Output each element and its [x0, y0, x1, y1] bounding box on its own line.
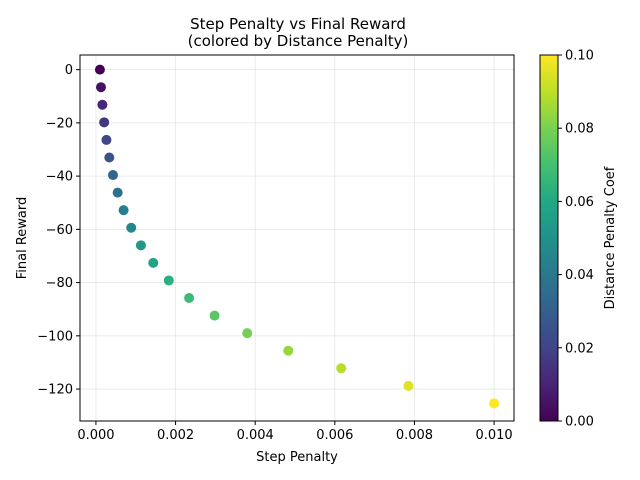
x-tick-label: 0.010 — [475, 428, 512, 443]
data-point — [489, 398, 500, 409]
data-point — [163, 275, 174, 286]
data-point — [97, 99, 108, 110]
x-axis-ticks: 0.000 0.002 0.004 0.006 0.008 0.010 — [77, 421, 513, 443]
chart-subtitle: (colored by Distance Penalty) — [188, 32, 409, 50]
colorbar-tick-label: 0.08 — [565, 122, 594, 137]
y-tick-label: −20 — [46, 116, 73, 131]
colorbar-label: Distance Penalty Coef — [603, 166, 618, 309]
data-point — [336, 363, 347, 374]
plot-frame — [79, 54, 515, 422]
colorbar-tick-label: 0.04 — [565, 268, 594, 283]
colorbar-tick-label: 0.02 — [565, 341, 594, 356]
data-point — [104, 152, 115, 163]
data-point — [135, 240, 146, 251]
colorbar-ticks: 0.00 0.02 0.04 0.06 0.08 0.10 — [558, 49, 594, 430]
y-axis-ticks: 0 −20 −40 −60 −80 −100 −120 — [37, 63, 80, 398]
x-tick-label: 0.006 — [316, 428, 353, 443]
data-point — [107, 170, 118, 181]
y-tick-label: −60 — [46, 223, 73, 238]
chart-title: Step Penalty vs Final Reward — [190, 15, 406, 33]
x-tick-label: 0.008 — [396, 428, 433, 443]
y-axis-label: Final Reward — [15, 197, 30, 280]
data-point — [126, 222, 137, 233]
colorbar-tick-label: 0.00 — [565, 415, 594, 430]
data-point — [101, 134, 112, 145]
y-tick-label: −40 — [46, 170, 73, 185]
data-point — [94, 64, 105, 75]
x-tick-label: 0.000 — [77, 428, 114, 443]
y-tick-label: 0 — [65, 63, 73, 78]
y-tick-label: −80 — [46, 276, 73, 291]
y-tick-label: −120 — [37, 383, 73, 398]
colorbar — [539, 54, 559, 422]
x-tick-label: 0.004 — [237, 428, 274, 443]
data-point — [99, 117, 110, 128]
data-point — [95, 82, 106, 93]
y-tick-label: −100 — [37, 329, 73, 344]
data-point — [118, 205, 129, 216]
data-point — [184, 293, 195, 304]
data-points — [94, 64, 500, 409]
x-tick-label: 0.002 — [157, 428, 194, 443]
x-axis-label: Step Penalty — [256, 450, 338, 465]
data-point — [112, 187, 123, 198]
data-point — [148, 257, 159, 268]
data-point — [283, 345, 294, 356]
data-point — [242, 328, 253, 339]
grid-lines — [80, 55, 514, 421]
data-point — [403, 380, 414, 391]
colorbar-tick-label: 0.10 — [565, 49, 594, 64]
data-point — [209, 310, 220, 321]
colorbar-tick-label: 0.06 — [565, 195, 594, 210]
